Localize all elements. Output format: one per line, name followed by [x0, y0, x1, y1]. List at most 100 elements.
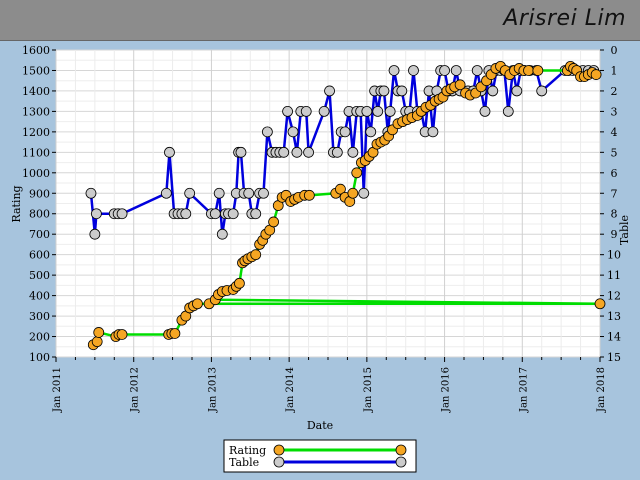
- table-point: [116, 208, 128, 220]
- x-tick-label: Jan 2014: [285, 367, 296, 413]
- rating-point: [594, 298, 606, 310]
- table-point: [261, 126, 273, 138]
- table-point: [511, 85, 523, 97]
- y2-tick-label: 2: [611, 85, 618, 98]
- table-point: [160, 187, 172, 199]
- table-point: [388, 65, 400, 76]
- legend-marker-rating-left: [273, 444, 285, 456]
- table-point: [235, 146, 247, 158]
- y2-tick-label: 14: [607, 331, 621, 344]
- y2-tick-label: 5: [611, 146, 618, 159]
- y-tick-label: 1200: [22, 126, 50, 139]
- table-point: [347, 146, 359, 158]
- y2-tick-label: 3: [611, 105, 618, 118]
- table-point: [439, 65, 450, 76]
- y-axis-ticks: 100 200 300 400 500 600 700 800 900 1000 1100 1200 1…: [22, 44, 56, 364]
- table-point: [384, 106, 396, 117]
- x-tick-label: Jan 2012: [130, 367, 141, 413]
- rating-point: [169, 328, 181, 339]
- y2-tick-label: 6: [611, 167, 618, 180]
- y-tick-label: 500: [29, 269, 50, 282]
- table-point: [250, 208, 262, 220]
- table-point: [209, 208, 221, 220]
- x-tick-label: Jan 2015: [363, 367, 374, 413]
- x-axis-ticks: Jan 2011 Jan 2012 Jan 2013 Jan 2014 Jan 2015…: [52, 357, 607, 413]
- legend-marker-table-left: [273, 456, 285, 468]
- y-tick-label: 100: [29, 351, 50, 364]
- table-point: [487, 85, 499, 97]
- y-axis-label: Rating: [10, 185, 23, 222]
- rating-point: [303, 189, 315, 201]
- y-tick-label: 700: [29, 228, 50, 241]
- rating-point: [532, 65, 544, 76]
- rating-point: [335, 183, 346, 195]
- y-tick-label: 1400: [22, 85, 50, 98]
- y-tick-label: 400: [29, 290, 50, 303]
- y2-tick-label: 1: [611, 64, 618, 77]
- y2-tick-label: 11: [607, 269, 621, 282]
- x-tick-label: Jan 2011: [52, 367, 63, 413]
- rating-point: [590, 69, 602, 80]
- rating-series: [87, 60, 606, 351]
- table-point: [287, 126, 299, 138]
- table-point: [318, 106, 330, 117]
- y-tick-label: 1600: [22, 44, 50, 57]
- table-point: [372, 106, 384, 117]
- table-point: [331, 146, 343, 158]
- table-point: [291, 146, 303, 158]
- table-point: [243, 187, 255, 199]
- y-tick-label: 1000: [22, 167, 50, 180]
- y2-tick-label: 7: [611, 187, 618, 200]
- legend: Rating Table: [223, 439, 417, 473]
- legend-label-rating: Rating: [229, 444, 266, 457]
- rating-point: [91, 336, 103, 348]
- table-point: [450, 65, 462, 76]
- y-tick-label: 1100: [22, 146, 50, 159]
- table-point: [85, 187, 97, 199]
- y-tick-label: 1300: [22, 105, 50, 118]
- y2-axis-label: Table: [618, 215, 631, 245]
- rating-point: [523, 65, 534, 76]
- table-point: [258, 187, 269, 199]
- table-point: [358, 187, 370, 199]
- y-tick-label: 300: [29, 310, 50, 323]
- rating-point: [268, 216, 280, 228]
- table-point: [278, 146, 290, 158]
- table-point: [91, 208, 102, 220]
- table-point: [339, 126, 351, 138]
- legend-marker-rating-right: [395, 444, 407, 456]
- table-point: [164, 146, 175, 158]
- table-point: [303, 146, 314, 158]
- x-tick-label: Jan 2018: [596, 367, 607, 413]
- table-point: [536, 85, 548, 97]
- y2-tick-label: 4: [611, 126, 618, 139]
- legend-box: [223, 439, 417, 473]
- table-point: [365, 126, 377, 138]
- table-point: [361, 106, 373, 117]
- table-point: [502, 106, 514, 117]
- x-tick-label: Jan 2016: [441, 367, 452, 413]
- table-point: [378, 85, 390, 97]
- rating-point: [234, 277, 245, 289]
- table-point: [89, 228, 101, 240]
- y2-tick-label: 0: [611, 44, 618, 57]
- x-tick-label: Jan 2013: [207, 367, 218, 413]
- table-point: [227, 208, 239, 220]
- table-point: [396, 85, 408, 97]
- rating-point: [351, 167, 363, 179]
- player-name: Arisrei Lim: [503, 6, 626, 31]
- rating-point: [250, 249, 262, 261]
- rating-point: [93, 327, 105, 338]
- x-axis-label: Date: [307, 419, 333, 432]
- y-tick-label: 800: [29, 208, 50, 221]
- table-point: [479, 106, 491, 117]
- y2-tick-label: 8: [611, 208, 618, 221]
- y-tick-label: 600: [29, 249, 50, 262]
- x-tick-label: Jan 2017: [518, 367, 529, 413]
- legend-label-table: Table: [229, 456, 259, 469]
- rating-point: [116, 329, 128, 340]
- y2-tick-label: 15: [607, 351, 621, 364]
- y2-tick-label: 10: [607, 249, 621, 262]
